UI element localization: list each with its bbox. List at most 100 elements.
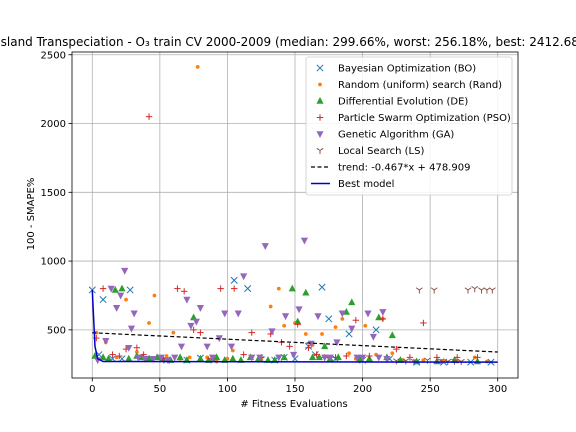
data-point	[195, 64, 200, 69]
data-point	[379, 309, 387, 316]
axes: 0 50 100 150 200 250 300 500 1000 1500 2000 2500	[41, 50, 519, 395]
y-tick-label: 2500	[41, 50, 66, 61]
data-point	[99, 296, 107, 304]
data-point	[176, 353, 184, 361]
data-point	[248, 354, 256, 362]
data-point	[393, 345, 400, 353]
data-point	[379, 315, 387, 323]
data-point	[240, 351, 247, 358]
data-point	[353, 354, 361, 362]
legend-label: Random (uniform) search (Rand)	[338, 80, 502, 91]
legend-entry: Bayesian Optimization (BO)	[316, 64, 476, 75]
data-point	[94, 330, 99, 335]
y-tick-label: 500	[47, 325, 66, 336]
legend-entry: Best model	[311, 179, 394, 190]
data-point	[124, 297, 128, 302]
data-point	[268, 328, 276, 336]
data-point	[183, 296, 191, 304]
data-point	[366, 352, 373, 360]
data-point	[303, 332, 308, 336]
data-point	[174, 285, 181, 292]
data-point	[196, 354, 204, 362]
x-tick-label: 250	[421, 384, 440, 395]
legend-entry: Local Search (LS)	[316, 146, 424, 157]
data-point	[164, 354, 169, 358]
legend-marker	[316, 131, 324, 138]
data-point	[111, 285, 119, 293]
data-point	[280, 353, 288, 361]
data-point	[244, 285, 252, 293]
data-point	[372, 326, 380, 334]
data-point	[430, 287, 438, 294]
data-point	[230, 285, 238, 292]
data-point	[314, 313, 322, 321]
legend-marker	[316, 97, 324, 104]
data-point	[145, 113, 153, 120]
legend-box	[305, 56, 513, 196]
data-point	[320, 332, 324, 336]
data-point	[276, 286, 281, 291]
legend-label: Local Search (LS)	[338, 146, 424, 157]
data-point	[127, 325, 136, 333]
data-point	[415, 287, 423, 294]
legend-label: Best model	[338, 179, 394, 190]
legend-label: Bayesian Optimization (BO)	[338, 64, 476, 75]
data-point	[313, 351, 320, 358]
x-tick-label: 150	[285, 384, 304, 395]
legend-entry: trend: -0.467*x + 478.909	[311, 163, 470, 174]
data-point	[113, 305, 121, 312]
data-point	[227, 343, 236, 351]
data-point	[248, 329, 255, 336]
data-point	[281, 313, 290, 321]
series-4	[94, 237, 391, 365]
data-point	[180, 288, 188, 295]
series-5	[392, 285, 496, 366]
data-point	[240, 273, 248, 281]
data-point	[483, 287, 491, 294]
x-tick-label: 300	[488, 384, 507, 395]
data-point	[305, 344, 312, 351]
data-point	[213, 353, 221, 361]
data-point	[192, 318, 200, 326]
data-point	[221, 310, 229, 318]
data-point	[190, 313, 198, 321]
legend-marker	[316, 64, 324, 72]
data-point	[149, 355, 157, 363]
data-point	[107, 285, 115, 293]
y-tick-label: 1500	[41, 188, 66, 199]
data-point	[358, 354, 367, 362]
data-point	[420, 319, 427, 327]
y-tick-label: 2000	[41, 119, 66, 130]
data-point	[333, 339, 341, 347]
data-point	[338, 310, 346, 318]
data-point	[288, 284, 296, 292]
data-point	[286, 343, 293, 350]
data-point	[326, 354, 334, 362]
data-point	[125, 354, 133, 362]
data-point	[396, 356, 405, 363]
y-axis-label: 100 - SMAPE%	[26, 178, 37, 251]
data-point	[102, 338, 110, 345]
data-point	[261, 243, 269, 250]
data-point	[488, 287, 496, 294]
data-point	[164, 357, 172, 365]
data-point	[321, 354, 329, 362]
data-point	[134, 354, 142, 362]
legend-marker	[316, 114, 324, 121]
data-point	[294, 317, 302, 325]
data-point	[318, 283, 326, 291]
data-point	[375, 354, 383, 362]
data-point	[147, 321, 151, 325]
data-point	[433, 354, 441, 361]
data-point	[121, 267, 129, 275]
data-point	[388, 331, 396, 339]
data-point	[364, 310, 372, 318]
data-point	[321, 342, 329, 350]
data-point	[334, 353, 342, 361]
data-point	[347, 351, 351, 356]
data-point	[190, 326, 197, 334]
data-point	[406, 354, 414, 361]
data-layer	[88, 64, 498, 366]
data-point	[171, 330, 176, 335]
